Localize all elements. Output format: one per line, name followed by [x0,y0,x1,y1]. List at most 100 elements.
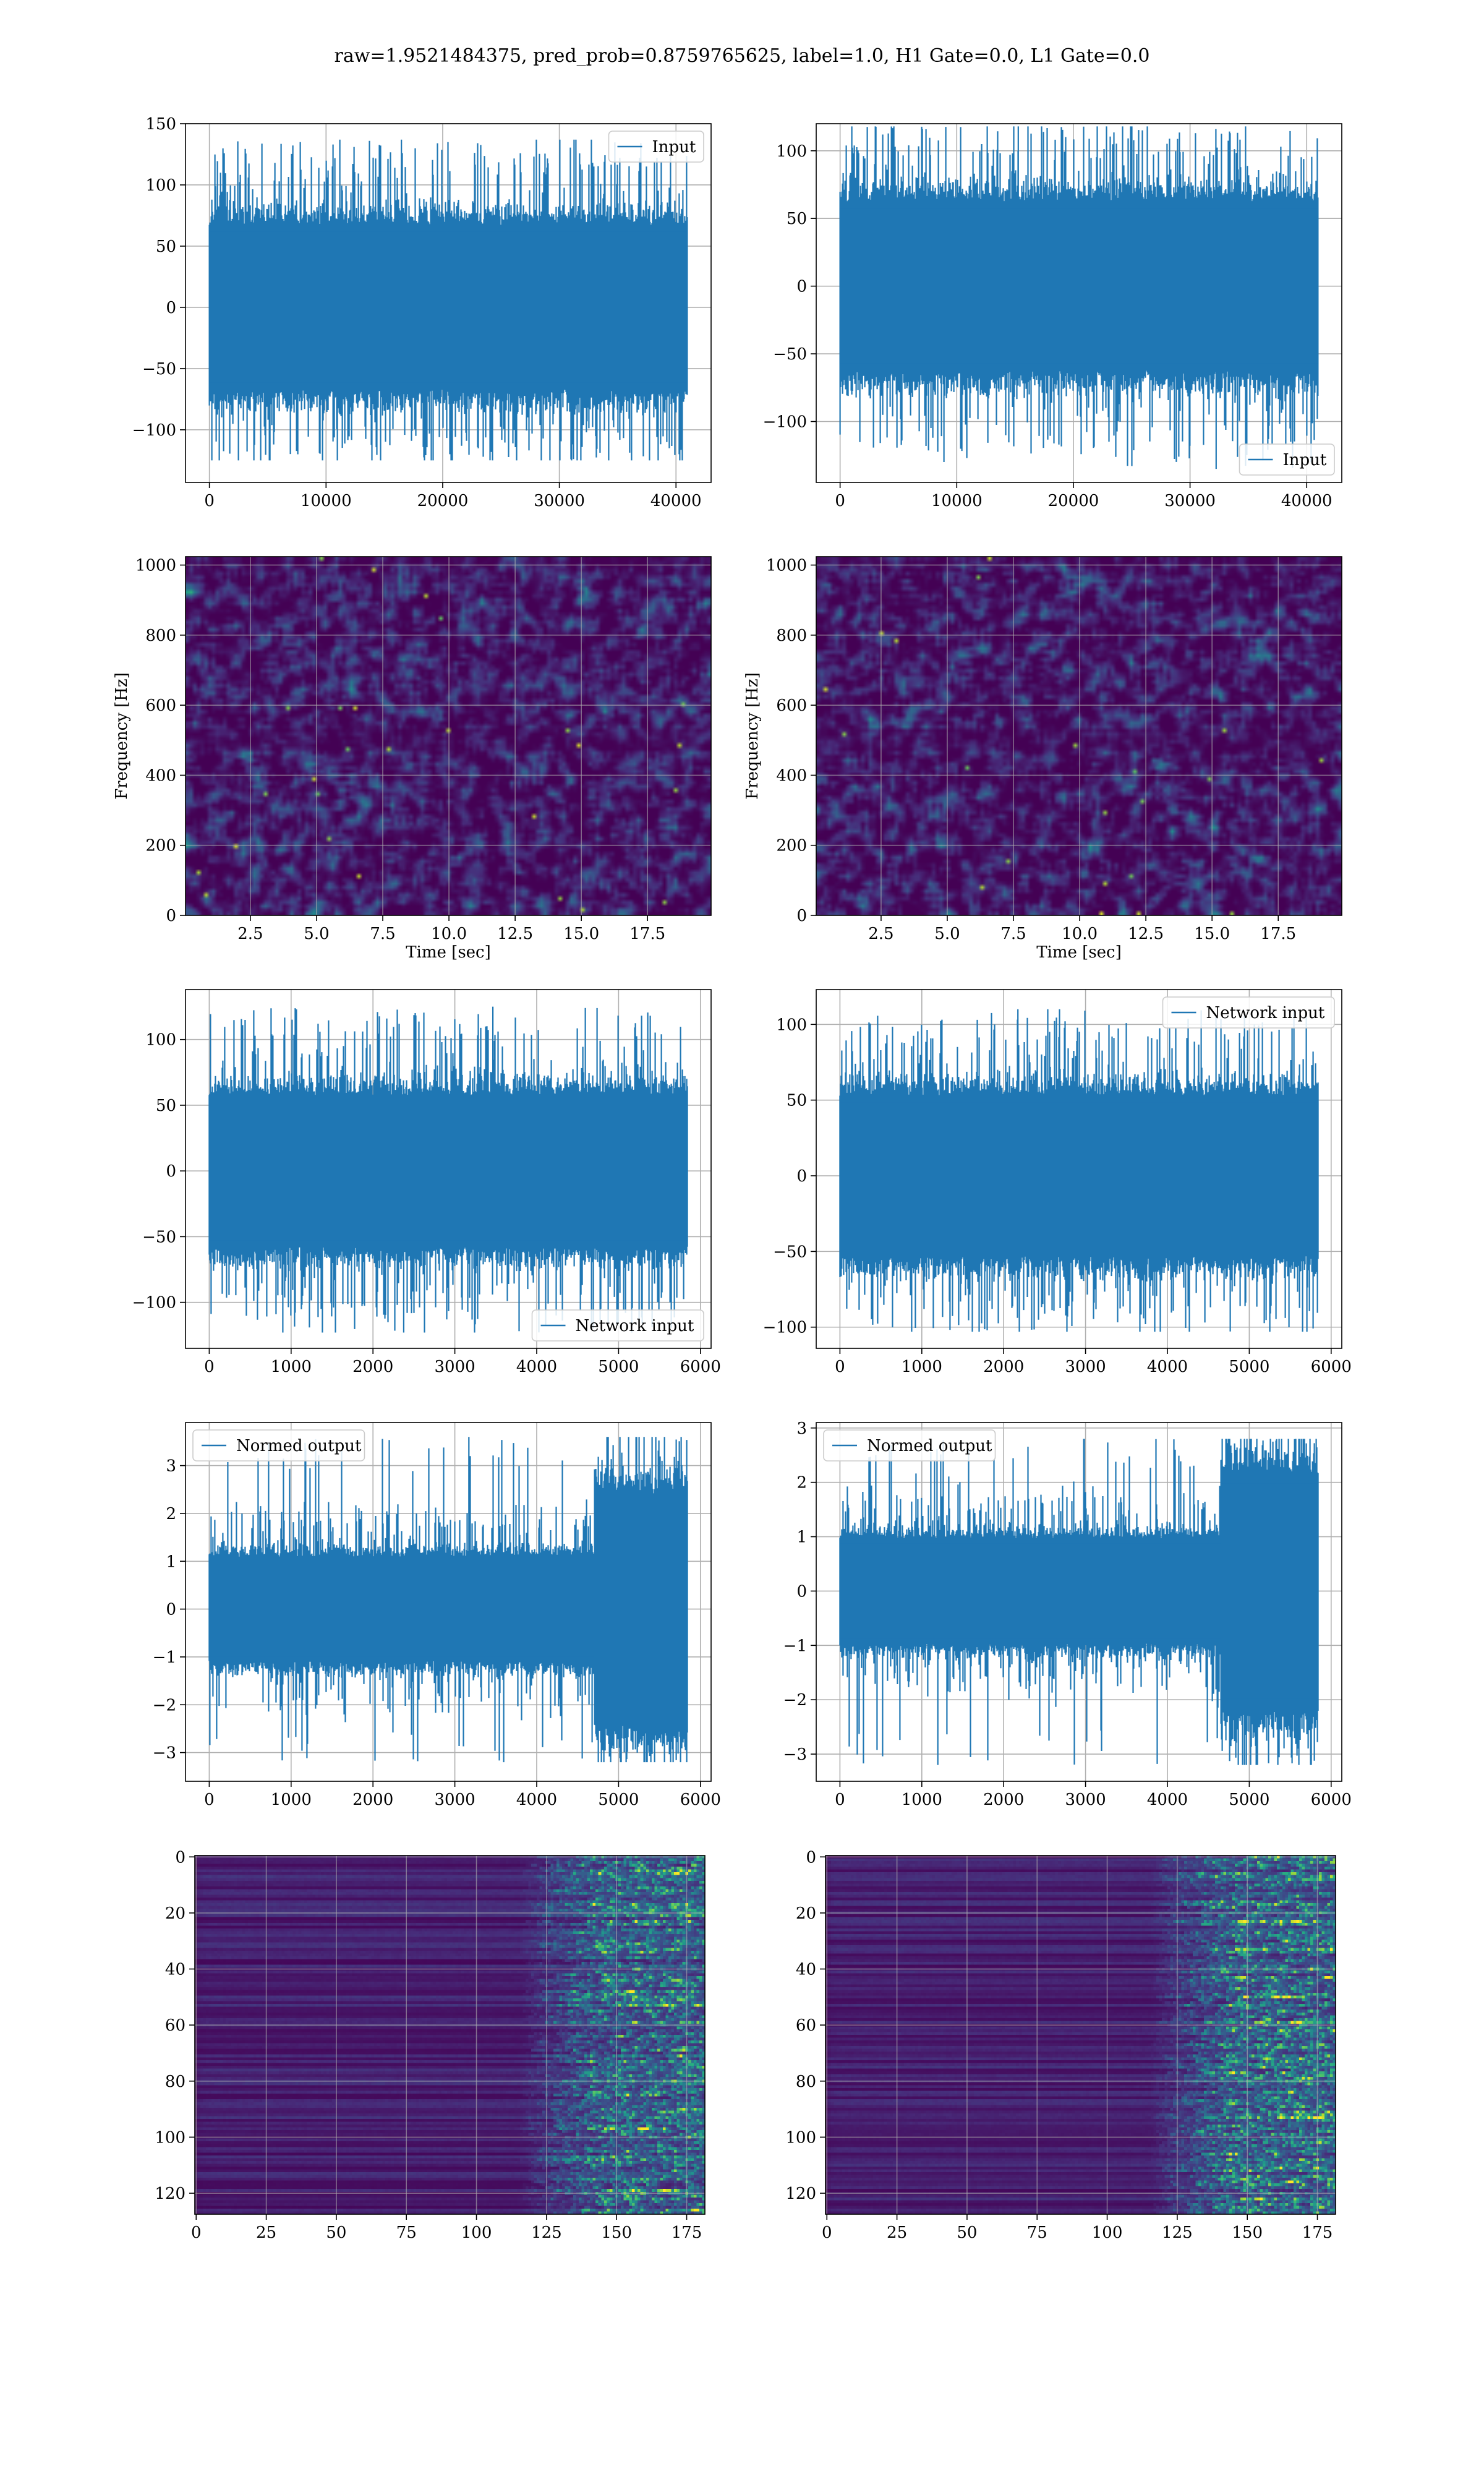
axes-frame [816,989,1342,1349]
axes-frame [185,989,712,1349]
axes-frame [185,1422,712,1782]
x-axis-label: Time [sec] [406,943,491,962]
series-core-band [840,208,1318,364]
y-tick-label: −3 [153,1744,176,1763]
x-tick-label: 20000 [1048,492,1099,510]
y-axis-label: Frequency [Hz] [113,672,131,800]
x-tick-label: 1000 [902,1791,942,1809]
y-tick-label: 800 [145,627,176,645]
x-tick-label: 0 [204,492,215,510]
legend-label: Network input [1206,1004,1325,1022]
y-tick-label: 0 [796,278,807,296]
chart-h1-network-input: 0 1000 2000 3000 4000 5000 6000 −100 −50 0 50 100 Ne… [132,989,721,1376]
legend: Network input [1162,996,1335,1029]
x-axis-label: Time [sec] [1036,943,1122,962]
x-tick-label: 5.0 [934,925,960,943]
x-tick-label: 10000 [931,492,983,510]
legend: Normed output [823,1429,996,1462]
legend-label: Normed output [236,1437,362,1455]
x-tick-label: 2.5 [237,925,263,943]
x-tick-label: 5000 [1229,1358,1269,1376]
x-tick-label: 30000 [1164,492,1216,510]
x-tick-label: 175 [1302,2224,1333,2242]
y-tick-label: 150 [145,115,176,134]
legend-box [192,1429,365,1462]
x-tick-label: 17.5 [1260,925,1296,943]
axes-frame [185,556,712,916]
x-tick-label: 7.5 [370,925,395,943]
chart-l1-network-input: 0 1000 2000 3000 4000 5000 6000 −100 −50 0 50 100 Ne… [763,989,1352,1376]
x-tick-label: 1000 [902,1358,942,1376]
x-tick-label: 5000 [1229,1791,1269,1809]
legend-label: Input [652,138,696,156]
legend-label: Network input [576,1317,694,1335]
y-tick-label: 0 [796,907,807,925]
y-tick-label: 2 [166,1505,176,1523]
legend: Input [1239,443,1335,476]
x-tick-label: 0 [204,1358,215,1376]
y-tick-label: 0 [175,1848,186,1867]
x-tick-label: 0 [822,2224,832,2242]
legend-box [823,1429,996,1462]
x-tick-label: 5000 [598,1791,639,1809]
x-tick-label: 12.5 [1128,925,1164,943]
figure-title: raw=1.9521484375, pred_prob=0.8759765625… [335,45,1150,67]
y-tick-label: −3 [783,1745,807,1764]
legend-label: Input [1283,451,1327,469]
x-tick-label: 6000 [680,1358,721,1376]
chart-l1-spectrogram: 2.5 5.0 7.5 10.0 12.5 15.0 17.5 0 200 400 600 800 10… [743,556,1342,962]
grid [816,557,1342,916]
grid [825,1856,1336,2214]
legend-box [1239,443,1335,476]
y-tick-label: 50 [156,238,176,256]
y-tick-label: 0 [796,1167,807,1186]
x-tick-label: 25 [256,2224,276,2242]
y-tick-label: −1 [153,1648,176,1667]
x-tick-label: 12.5 [497,925,533,943]
x-tick-label: 40000 [1281,492,1333,510]
y-tick-label: 50 [787,210,807,228]
y-tick-label: 40 [796,1961,816,1979]
x-tick-label: 6000 [1311,1791,1352,1809]
series-burst-band [1221,1483,1318,1699]
y-tick-label: 120 [785,2185,816,2203]
x-tick-label: 2000 [352,1358,393,1376]
y-tick-label: 50 [787,1092,807,1110]
legend-box [531,1309,704,1342]
y-tick-label: 100 [145,176,176,195]
x-tick-label: 4000 [1147,1791,1188,1809]
y-tick-label: 800 [776,627,807,645]
x-tick-label: 2.5 [868,925,893,943]
y-tick-label: 100 [776,142,807,161]
series-core-band [209,1102,688,1241]
x-tick-label: 50 [326,2224,346,2242]
y-tick-label: −100 [763,1319,807,1337]
x-tick-label: 4000 [516,1358,557,1376]
spectrogram-image [186,557,711,915]
y-tick-label: 0 [166,1162,176,1181]
axes-frame [825,1855,1336,2215]
panels: 0 10000 20000 30000 40000−100−50050100150Inp… [113,115,1352,2242]
y-tick-label: 0 [796,1582,807,1601]
y-tick-label: −100 [132,1294,176,1312]
x-tick-label: 40000 [650,492,702,510]
chart-h1-feature-map: 0 25 50 75 100 125 150 175 0 20 40 60 80 100 120 [155,1848,706,2242]
y-tick-label: 0 [166,1601,176,1619]
chart-h1-spectrogram: 2.5 5.0 7.5 10.0 12.5 15.0 17.5 0 200 400 600 800 10… [113,556,712,962]
x-tick-label: 10000 [301,492,352,510]
x-tick-label: 17.5 [629,925,665,943]
x-tick-label: 2000 [352,1791,393,1809]
y-tick-label: −50 [142,360,176,379]
x-tick-label: 4000 [516,1791,557,1809]
series-core-band [209,1562,594,1657]
x-tick-label: 1000 [271,1791,312,1809]
x-tick-label: 4000 [1147,1358,1188,1376]
x-tick-label: 125 [1162,2224,1193,2242]
legend: Network input [531,1309,704,1342]
y-tick-label: 200 [776,837,807,855]
series-core-band [840,1102,1318,1249]
y-tick-label: −2 [783,1691,807,1710]
y-tick-label: 200 [145,837,176,855]
y-tick-label: 60 [165,2016,186,2035]
